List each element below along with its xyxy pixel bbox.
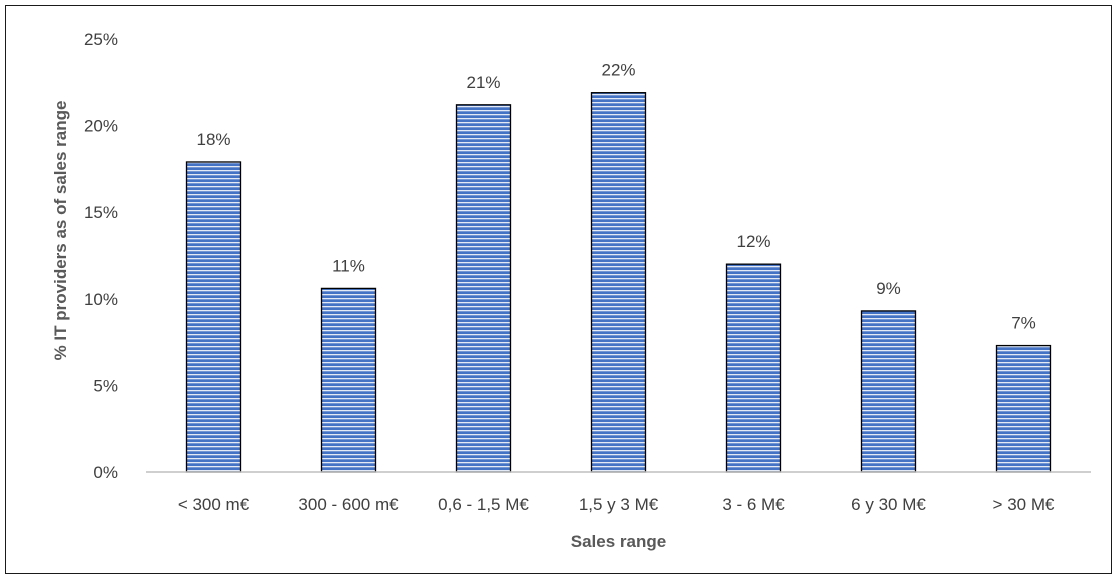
data-label: 22%: [601, 61, 635, 80]
bar: [590, 92, 647, 473]
y-axis-title: % IT providers as of sales range: [51, 101, 70, 361]
bar: [185, 161, 242, 473]
x-axis-title: Sales range: [571, 532, 666, 551]
bar: [725, 263, 782, 473]
x-tick-label: 3 - 6 M€: [722, 495, 785, 514]
y-axis-ticks: 0% 5% 10% 15% 20% 25%: [84, 30, 118, 482]
x-tick-label: 300 - 600 m€: [298, 495, 399, 514]
y-tick-label: 20%: [84, 117, 118, 136]
y-tick-label: 5%: [93, 376, 118, 395]
y-tick-label: 0%: [93, 463, 118, 482]
bar: [455, 104, 512, 473]
data-label: 11%: [332, 256, 365, 275]
y-tick-label: 15%: [84, 203, 118, 222]
y-tick-label: 10%: [84, 290, 118, 309]
y-tick-label: 25%: [84, 30, 118, 49]
data-label: 21%: [466, 73, 500, 92]
data-label: 7%: [1011, 314, 1036, 333]
x-tick-label: 0,6 - 1,5 M€: [438, 495, 529, 514]
bar-chart: 0% 5% 10% 15% 20% 25% 18% 11% 21% 22% 12% 9% 7% < 3…: [51, 30, 1091, 551]
bars: [185, 92, 1052, 473]
data-label: 9%: [876, 279, 901, 298]
bar: [860, 310, 917, 473]
x-tick-label: 6 y 30 M€: [851, 495, 926, 514]
x-tick-label: 1,5 y 3 M€: [579, 495, 659, 514]
data-labels: 18% 11% 21% 22% 12% 9% 7%: [196, 61, 1035, 333]
data-label: 18%: [196, 130, 230, 149]
bar: [320, 287, 377, 473]
data-label: 12%: [736, 232, 770, 251]
chart-frame: 0% 5% 10% 15% 20% 25% 18% 11% 21% 22% 12% 9% 7% < 3…: [5, 5, 1112, 574]
x-tick-label: > 30 M€: [993, 495, 1055, 514]
bar: [995, 344, 1052, 473]
x-axis-category-labels: < 300 m€ 300 - 600 m€ 0,6 - 1,5 M€ 1,5 y 3 …: [178, 495, 1055, 514]
x-tick-label: < 300 m€: [178, 495, 250, 514]
